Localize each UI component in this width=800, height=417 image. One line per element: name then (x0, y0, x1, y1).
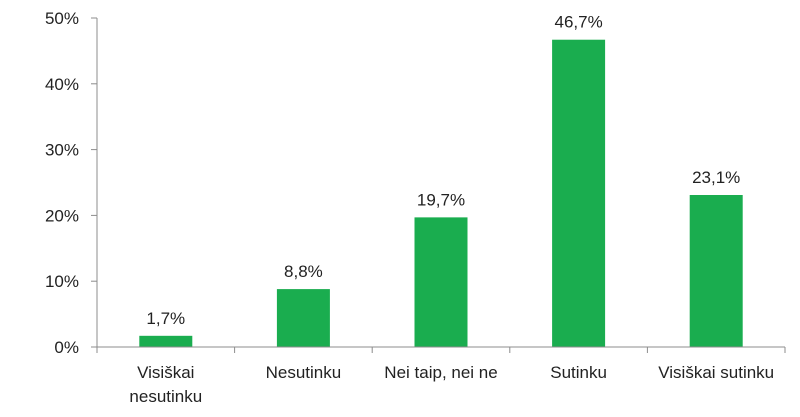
category-label: Visiškai sutinku (658, 363, 774, 382)
category-label: nesutinku (129, 387, 202, 406)
category-label: Nesutinku (266, 363, 342, 382)
x-axis-labels: Visiškai nesutinku Nesutinku Nei taip, nei … (96, 347, 786, 406)
bar (139, 335, 193, 347)
y-tick-label: 40% (45, 75, 79, 94)
y-tick-label: 30% (45, 141, 79, 160)
category-label: Sutinku (550, 363, 607, 382)
data-labels: 1,7% 8,8% 19,7% 46,7% 23,1% (146, 13, 740, 328)
category-label: Visiškai (137, 363, 194, 382)
bars (139, 39, 743, 348)
data-label: 23,1% (692, 168, 740, 187)
data-label: 19,7% (417, 190, 465, 209)
data-label: 1,7% (146, 309, 185, 328)
data-label: 8,8% (284, 262, 323, 281)
y-tick-label: 0% (54, 338, 79, 357)
y-axis-ticks: 0% 10% 20% 30% 40% 50% (45, 9, 97, 357)
bar (414, 217, 468, 347)
y-tick-label: 20% (45, 206, 79, 225)
bar (689, 195, 743, 347)
bar (552, 39, 606, 348)
y-tick-label: 10% (45, 272, 79, 291)
y-tick-label: 50% (45, 9, 79, 28)
bar (276, 289, 330, 347)
category-label: Nei taip, nei ne (384, 363, 497, 382)
data-label: 46,7% (554, 13, 602, 32)
